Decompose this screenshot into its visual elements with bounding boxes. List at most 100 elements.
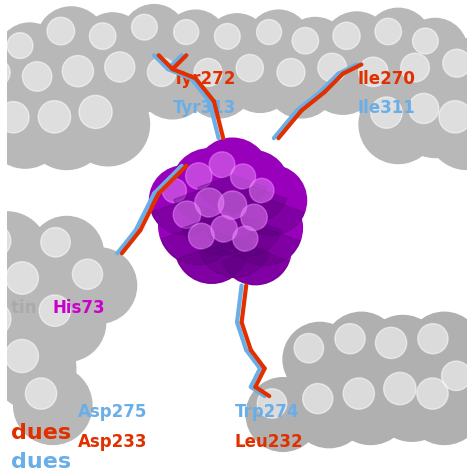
Circle shape <box>47 17 74 45</box>
Circle shape <box>14 366 92 445</box>
Circle shape <box>383 372 416 405</box>
Circle shape <box>0 224 11 257</box>
Text: dues: dues <box>11 423 72 443</box>
Circle shape <box>371 97 402 128</box>
Circle shape <box>441 361 471 391</box>
Circle shape <box>38 100 71 133</box>
Circle shape <box>432 39 474 109</box>
Circle shape <box>333 22 360 49</box>
Text: Tyr272: Tyr272 <box>173 70 236 88</box>
Wedge shape <box>238 201 304 236</box>
Circle shape <box>30 217 103 290</box>
Circle shape <box>205 14 269 78</box>
Circle shape <box>5 339 38 373</box>
Wedge shape <box>219 187 287 222</box>
Circle shape <box>257 389 287 418</box>
Circle shape <box>173 19 199 45</box>
Circle shape <box>79 95 112 128</box>
Circle shape <box>217 151 289 222</box>
Circle shape <box>50 44 129 122</box>
Text: Trp274: Trp274 <box>235 403 299 421</box>
Circle shape <box>307 42 379 114</box>
Circle shape <box>172 149 247 224</box>
Circle shape <box>365 8 431 74</box>
Circle shape <box>403 18 467 83</box>
Circle shape <box>292 27 319 54</box>
Circle shape <box>397 82 473 157</box>
Circle shape <box>375 327 407 358</box>
Wedge shape <box>229 228 300 266</box>
Circle shape <box>417 378 448 409</box>
Circle shape <box>194 58 222 86</box>
Circle shape <box>0 23 62 88</box>
Circle shape <box>175 210 248 283</box>
Circle shape <box>183 48 254 118</box>
Circle shape <box>282 18 348 84</box>
Circle shape <box>359 57 388 87</box>
Circle shape <box>303 383 333 414</box>
Circle shape <box>323 12 391 80</box>
Circle shape <box>372 360 453 441</box>
Wedge shape <box>199 239 270 277</box>
Wedge shape <box>177 246 246 283</box>
Circle shape <box>203 176 284 257</box>
Circle shape <box>364 316 442 394</box>
Circle shape <box>430 350 474 424</box>
Circle shape <box>283 322 357 396</box>
Circle shape <box>22 62 52 91</box>
Circle shape <box>39 295 71 326</box>
Text: His73: His73 <box>53 300 105 318</box>
Circle shape <box>26 89 107 170</box>
Circle shape <box>7 33 33 58</box>
Circle shape <box>164 10 227 73</box>
Circle shape <box>105 52 135 82</box>
Circle shape <box>211 216 237 242</box>
Circle shape <box>277 58 305 86</box>
Text: dues: dues <box>11 452 72 472</box>
Circle shape <box>0 90 64 168</box>
Circle shape <box>0 101 29 133</box>
Circle shape <box>390 42 462 114</box>
Circle shape <box>443 49 471 77</box>
Wedge shape <box>152 201 217 235</box>
Circle shape <box>219 213 292 284</box>
Circle shape <box>375 18 401 45</box>
Text: tin: tin <box>11 300 43 318</box>
Circle shape <box>233 226 258 251</box>
Circle shape <box>61 248 137 323</box>
Circle shape <box>331 366 410 445</box>
Circle shape <box>197 202 273 277</box>
Wedge shape <box>198 175 267 212</box>
Circle shape <box>36 7 106 76</box>
Circle shape <box>418 324 448 354</box>
Circle shape <box>173 201 201 228</box>
Circle shape <box>122 5 186 69</box>
Circle shape <box>0 212 48 295</box>
Circle shape <box>439 100 471 133</box>
Circle shape <box>80 13 146 79</box>
Circle shape <box>237 165 307 236</box>
Circle shape <box>11 51 85 124</box>
Circle shape <box>256 19 282 45</box>
Circle shape <box>162 179 186 203</box>
Circle shape <box>149 166 219 235</box>
Circle shape <box>6 262 38 294</box>
Circle shape <box>241 204 267 231</box>
Circle shape <box>318 53 346 82</box>
Circle shape <box>26 378 57 409</box>
Wedge shape <box>161 226 235 265</box>
Circle shape <box>294 333 324 363</box>
Circle shape <box>227 190 302 266</box>
Circle shape <box>236 55 264 82</box>
Circle shape <box>266 48 337 118</box>
Circle shape <box>219 191 247 219</box>
Circle shape <box>41 228 70 257</box>
Circle shape <box>427 89 474 170</box>
Circle shape <box>195 188 224 217</box>
Circle shape <box>0 289 49 374</box>
Circle shape <box>247 10 310 73</box>
Circle shape <box>343 378 374 409</box>
Circle shape <box>401 53 429 82</box>
Wedge shape <box>174 187 245 224</box>
Circle shape <box>412 28 438 54</box>
